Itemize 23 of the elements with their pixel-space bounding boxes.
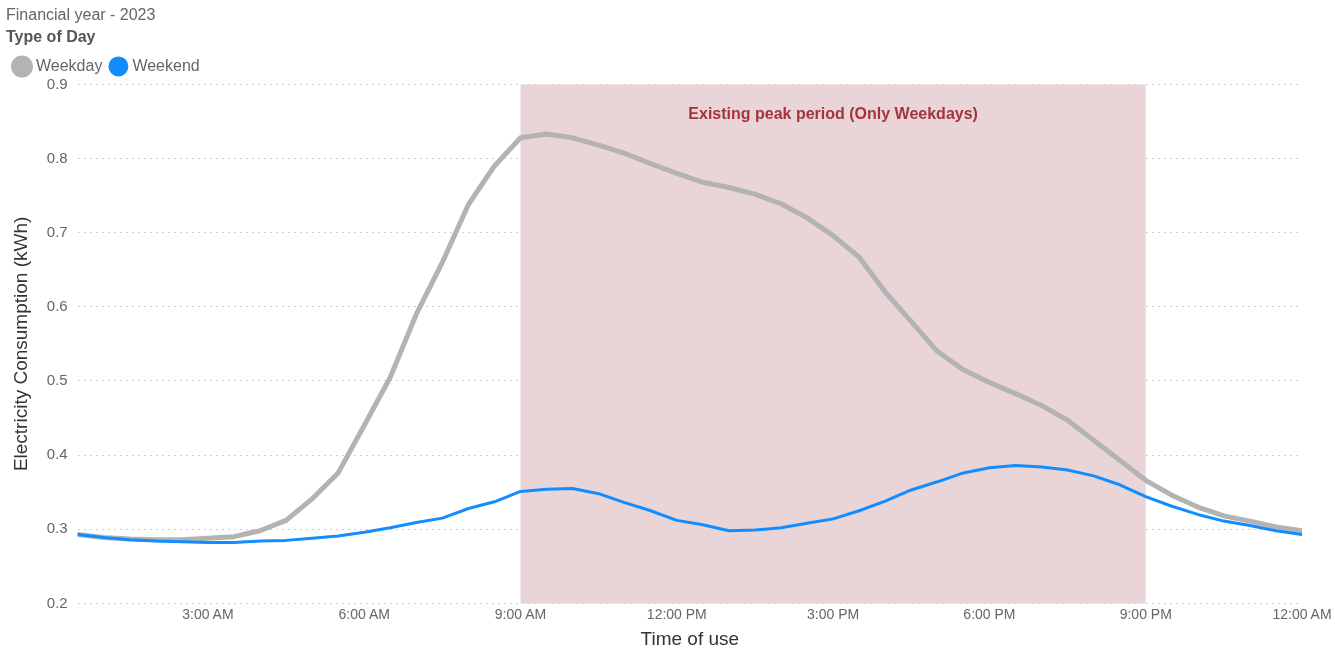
- y-tick-label: 0.6: [46, 296, 68, 314]
- legend-label: Weekend: [132, 56, 200, 74]
- x-tick-label: 9:00 AM: [494, 605, 547, 622]
- x-tick-label: 12:00 AM: [1272, 605, 1332, 622]
- x-tick-label: 9:00 PM: [1119, 605, 1172, 622]
- legend-title: Type of Day: [6, 27, 96, 45]
- y-tick-label: 0.8: [46, 148, 68, 166]
- x-tick-label: 3:00 PM: [807, 605, 860, 622]
- band-label: Existing peak period (Only Weekdays): [688, 104, 978, 122]
- x-tick-label: 6:00 AM: [338, 605, 390, 622]
- x-axis-title: Time of use: [640, 627, 740, 649]
- legend-label: Weekday: [36, 56, 103, 74]
- y-tick-label: 0.7: [46, 222, 68, 240]
- chart-title: Financial year - 2023: [6, 6, 156, 24]
- y-tick-label: 0.5: [46, 371, 68, 389]
- y-tick-label: 0.2: [46, 593, 68, 611]
- y-tick-label: 0.9: [46, 74, 68, 92]
- y-axis-title: Electricity Consumption (kWh): [9, 216, 31, 472]
- x-tick-label: 3:00 AM: [182, 605, 234, 622]
- y-tick-label: 0.3: [46, 519, 68, 537]
- y-tick-label: 0.4: [46, 445, 68, 463]
- x-tick-label: 6:00 PM: [963, 605, 1016, 622]
- x-tick-label: 12:00 PM: [646, 605, 707, 622]
